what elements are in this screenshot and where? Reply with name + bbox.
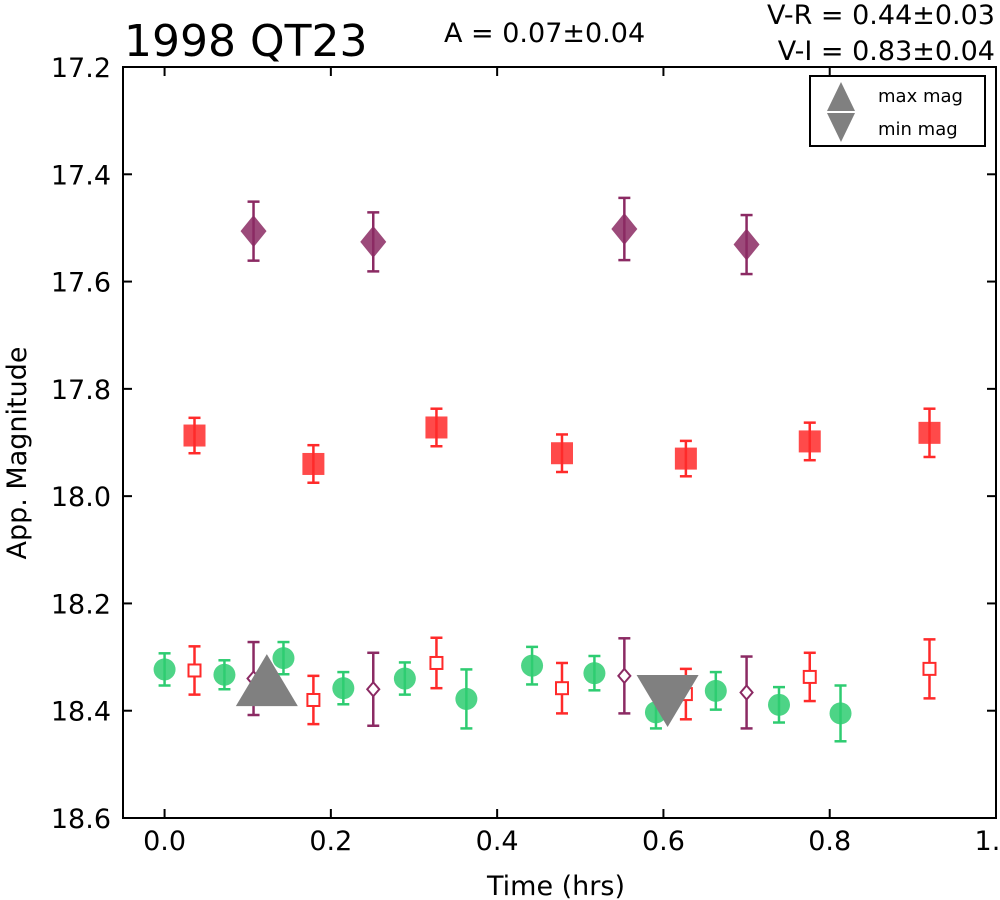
data-point-square bbox=[918, 421, 941, 444]
y-tick-label: 17.8 bbox=[51, 375, 111, 406]
data-point-open-square bbox=[922, 661, 937, 676]
x-tick-label: 0.0 bbox=[143, 826, 186, 857]
data-point-circle bbox=[767, 693, 790, 716]
amplitude-annotation: A = 0.07±0.04 bbox=[444, 18, 645, 49]
plot-frame bbox=[122, 66, 997, 819]
data-point-circle bbox=[272, 647, 295, 670]
x-tick-label: 0.8 bbox=[808, 826, 851, 857]
legend-label-min-mag: min mag bbox=[878, 119, 958, 140]
data-point-square bbox=[550, 442, 573, 465]
chart-marks bbox=[153, 196, 941, 743]
v-r-annotation: V-R = 0.44±0.03 bbox=[767, 0, 995, 31]
max-mag-marker bbox=[235, 654, 298, 707]
data-point-square bbox=[798, 430, 821, 453]
legend: max mag min mag bbox=[809, 75, 986, 147]
y-tick-label: 17.6 bbox=[51, 268, 111, 299]
data-point-circle bbox=[521, 654, 544, 677]
y-tick-label: 18.4 bbox=[51, 697, 111, 728]
v-i-annotation: V-I = 0.83±0.04 bbox=[778, 36, 995, 67]
series-4 bbox=[240, 196, 760, 276]
series-0 bbox=[153, 640, 852, 743]
x-tick-label: 0.4 bbox=[476, 826, 519, 857]
data-point-circle bbox=[213, 663, 236, 686]
x-tick-label: 0.2 bbox=[309, 826, 352, 857]
data-point-diamond bbox=[611, 213, 638, 246]
data-point-circle bbox=[704, 679, 727, 702]
data-point-circle bbox=[583, 662, 606, 685]
data-point-square bbox=[183, 424, 206, 447]
data-point-circle bbox=[393, 667, 416, 690]
y-tick-label: 17.2 bbox=[51, 53, 111, 84]
y-tick-label: 18.2 bbox=[51, 589, 111, 620]
min-mag-marker bbox=[636, 675, 699, 728]
y-tick-label: 17.4 bbox=[51, 160, 111, 191]
x-tick-label: 1.0 bbox=[975, 826, 1000, 857]
data-point-diamond bbox=[733, 228, 760, 261]
axes-frame bbox=[122, 66, 997, 819]
y-tick-label: 18.6 bbox=[51, 804, 111, 835]
data-point-open-square bbox=[554, 681, 569, 696]
data-point-circle bbox=[153, 658, 176, 681]
data-point-square bbox=[674, 447, 697, 470]
chart-title: 1998 QT23 bbox=[124, 16, 367, 67]
legend-label-max-mag: max mag bbox=[878, 86, 963, 107]
data-point-open-square bbox=[429, 655, 444, 670]
y-axis-label: App. Magnitude bbox=[2, 347, 33, 560]
x-tick-label: 0.6 bbox=[642, 826, 685, 857]
data-point-open-square bbox=[802, 669, 817, 684]
data-point-open-diamond bbox=[617, 667, 632, 685]
data-point-square bbox=[425, 416, 448, 439]
data-point-circle bbox=[829, 702, 852, 725]
data-point-open-square bbox=[306, 692, 321, 707]
series-3 bbox=[183, 407, 941, 484]
data-point-circle bbox=[455, 687, 478, 710]
x-axis-label: Time (hrs) bbox=[486, 871, 625, 900]
max-mag-legend-marker bbox=[827, 82, 855, 111]
data-point-open-diamond bbox=[365, 680, 381, 698]
data-point-diamond bbox=[240, 215, 267, 248]
y-tick-label: 18.0 bbox=[51, 482, 111, 513]
data-point-open-square bbox=[187, 663, 202, 678]
min-mag-legend-marker bbox=[827, 113, 855, 142]
data-point-diamond bbox=[360, 225, 387, 258]
series-2 bbox=[246, 637, 754, 730]
data-point-open-diamond bbox=[739, 683, 754, 702]
axis-ticks: 0.0 0.2 0.4 0.6 0.8 1.0 17.2 17.4 17.6 17.8 18.0 18… bbox=[51, 53, 1000, 857]
data-point-circle bbox=[332, 677, 355, 700]
data-point-square bbox=[302, 452, 325, 475]
